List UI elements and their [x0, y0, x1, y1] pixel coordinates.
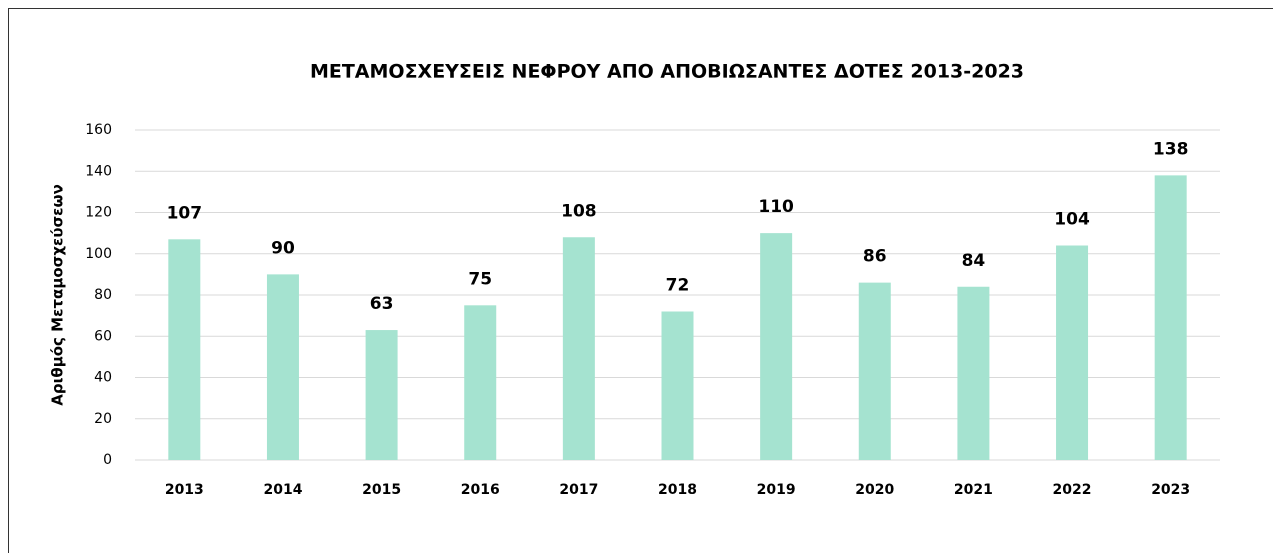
- y-tick-label: 160: [85, 122, 112, 138]
- y-tick-label: 20: [94, 411, 112, 427]
- x-tick-label: 2023: [1151, 482, 1190, 498]
- x-tick-label: 2018: [658, 482, 697, 498]
- bar: [957, 286, 990, 460]
- y-tick-label: 80: [94, 287, 112, 303]
- x-tick-label: 2019: [757, 482, 796, 498]
- data-label: 86: [863, 247, 887, 267]
- data-label: 75: [468, 269, 492, 289]
- x-tick-label: 2014: [263, 482, 302, 498]
- bar: [266, 274, 299, 460]
- bar: [858, 282, 891, 460]
- y-tick-label: 120: [85, 205, 112, 221]
- x-tick-label: 2020: [855, 482, 894, 498]
- chart-frame: [8, 8, 1273, 553]
- y-tick-label: 100: [85, 246, 112, 262]
- bar: [365, 330, 398, 460]
- data-label: 84: [962, 251, 986, 271]
- data-label: 138: [1153, 139, 1189, 159]
- data-label: 104: [1054, 210, 1090, 230]
- x-tick-label: 2022: [1053, 482, 1092, 498]
- bar: [1056, 245, 1089, 460]
- x-tick-label: 2015: [362, 482, 401, 498]
- data-label: 72: [666, 276, 690, 296]
- bar: [760, 233, 793, 460]
- x-tick-label: 2017: [559, 482, 598, 498]
- y-tick-label: 140: [85, 163, 112, 179]
- bar: [464, 305, 497, 460]
- y-tick-label: 0: [103, 452, 112, 468]
- data-label: 108: [561, 201, 597, 221]
- data-label: 107: [167, 203, 203, 223]
- x-tick-label: 2013: [165, 482, 204, 498]
- data-label: 63: [370, 294, 394, 314]
- y-tick-label: 40: [94, 370, 112, 386]
- bar: [661, 311, 694, 460]
- x-tick-label: 2021: [954, 482, 993, 498]
- chart-title: ΜΕΤΑΜΟΣΧΕΥΣΕΙΣ ΝΕΦΡΟΥ ΑΠΟ ΑΠΟΒΙΩΣΑΝΤΕΣ Δ…: [310, 61, 1024, 83]
- y-axis-label: Αριθμός Μεταμοσχεύσεων: [49, 184, 67, 406]
- bar: [1154, 175, 1187, 460]
- x-tick-label: 2016: [461, 482, 500, 498]
- bar: [562, 237, 595, 460]
- data-label: 110: [758, 197, 794, 217]
- data-label: 90: [271, 238, 295, 258]
- y-tick-label: 60: [94, 328, 112, 344]
- bar: [168, 239, 201, 460]
